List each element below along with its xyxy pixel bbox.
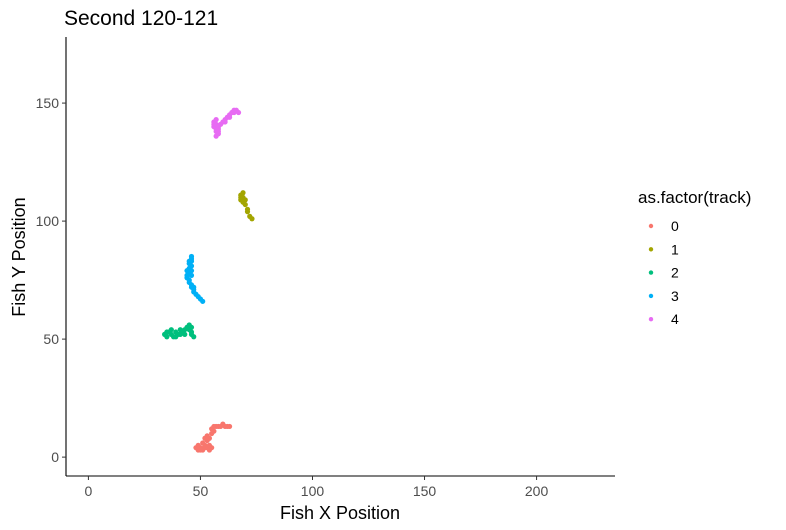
legend-label-1: 1 [671,241,679,257]
data-point [182,331,188,337]
data-point [202,445,208,451]
y-tick-label: 0 [51,449,59,465]
data-point [211,121,217,127]
x-tick-label: 0 [85,483,93,499]
data-point [231,109,237,116]
legend-key-1 [648,247,654,252]
data-point [213,133,219,139]
legend-title: as.factor(track) [638,188,751,207]
data-point [188,272,195,278]
series-track-0 [193,421,233,453]
data-point [184,268,190,274]
series-track-4 [211,107,242,139]
data-point [177,331,183,337]
series-track-2 [161,322,197,340]
x-axis-ticks: 0 50 100 150 200 [85,476,549,499]
plot-area [161,107,255,453]
legend-label-0: 0 [671,218,679,234]
legend-label-2: 2 [671,265,679,281]
series-track-1 [238,190,255,222]
y-tick-label: 100 [36,213,60,229]
data-point [213,423,219,430]
data-point [242,201,248,208]
data-point [164,329,170,335]
data-point [235,109,242,116]
data-point [164,334,170,340]
y-tick-label: 50 [43,331,59,347]
y-axis-ticks: 0 50 100 150 [36,95,66,465]
data-point [206,442,213,448]
data-point [211,428,217,434]
data-point [197,447,204,453]
data-point [222,423,228,430]
legend: as.factor(track) 0 1 2 3 4 [638,188,751,327]
data-point [218,423,224,430]
x-tick-label: 150 [413,483,437,499]
data-point [226,423,233,430]
y-axis-title: Fish Y Position [9,197,29,316]
data-point [244,209,251,215]
data-point [226,114,233,120]
legend-key-2 [648,270,654,275]
data-point [186,327,192,333]
data-point [215,128,221,135]
x-axis-title: Fish X Position [280,503,400,523]
legend-label-4: 4 [671,311,679,327]
legend-key-3 [648,293,654,299]
legend-label-3: 3 [671,288,679,304]
x-tick-label: 50 [193,483,209,499]
data-point [193,445,199,451]
data-point [188,331,195,337]
legend-key-0 [648,223,654,229]
data-point [168,327,174,333]
series-track-3 [184,253,206,304]
data-point [200,298,206,304]
data-point [249,216,255,222]
data-point [200,440,206,446]
data-point [173,334,179,340]
y-tick-label: 150 [36,95,60,111]
data-point [202,435,208,441]
data-point [213,117,219,123]
x-tick-label: 100 [301,483,325,499]
data-point [186,258,192,264]
chart-title: Second 120-121 [64,7,218,30]
x-tick-label: 200 [525,483,549,499]
data-point [238,197,244,203]
data-point [222,119,228,125]
data-point [191,284,197,290]
legend-key-4 [648,317,654,322]
